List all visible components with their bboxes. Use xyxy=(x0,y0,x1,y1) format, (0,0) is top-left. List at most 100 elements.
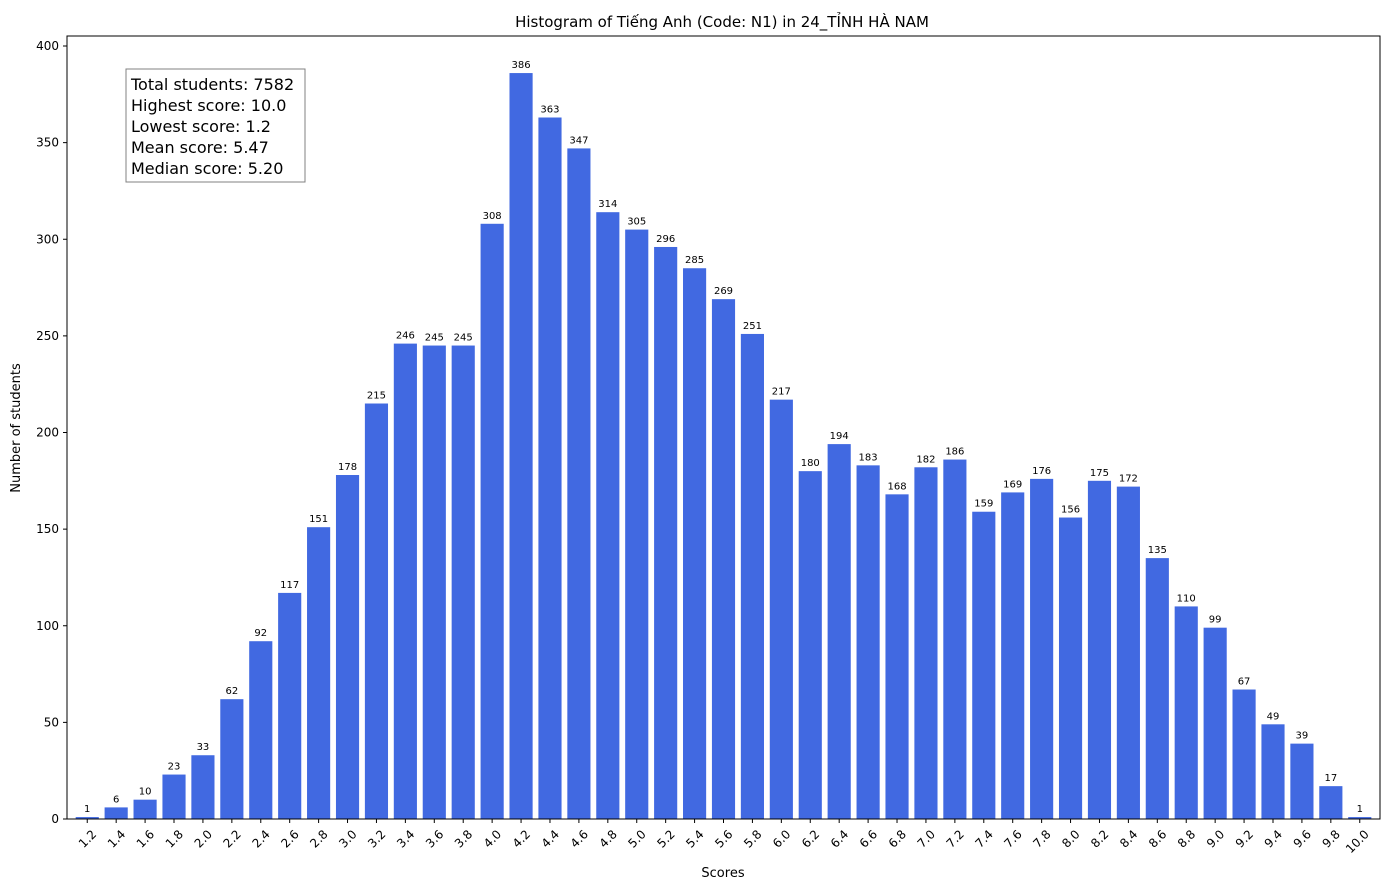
x-tick-label-8.0: 8.0 xyxy=(1059,827,1082,850)
x-axis: 1.2 1.4 1.6 1.8 2.0 2.2 2.4 2.6 2.8 3.0 3.2 3.4 3.6 3… xyxy=(76,819,1372,856)
bar-9.6 xyxy=(1290,743,1314,819)
data-label-7.4: 159 xyxy=(974,499,993,510)
data-label-5.8: 251 xyxy=(743,321,762,332)
bar-9.2 xyxy=(1232,689,1256,819)
x-tick-label-3.0: 3.0 xyxy=(336,827,359,850)
data-label-9.6: 39 xyxy=(1296,731,1309,742)
stats-lowest: Lowest score: 1.2 xyxy=(131,117,271,136)
x-tick-label-6.4: 6.4 xyxy=(828,827,851,850)
data-label-4.2: 386 xyxy=(512,60,531,71)
y-tick-label-200: 200 xyxy=(36,426,59,440)
data-label-1.6: 10 xyxy=(139,787,152,798)
x-tick-label-4.2: 4.2 xyxy=(510,827,533,850)
x-tick-label-7.4: 7.4 xyxy=(972,827,995,850)
x-tick-label-5.6: 5.6 xyxy=(712,827,735,850)
bar-3.8 xyxy=(451,345,475,819)
bar-3.6 xyxy=(422,345,446,819)
bar-3.0 xyxy=(335,475,360,819)
bar-8.8 xyxy=(1174,606,1198,819)
data-label-8.0: 156 xyxy=(1061,505,1080,516)
data-label-1.2: 1 xyxy=(84,804,90,815)
bar-6.2 xyxy=(798,471,822,819)
x-tick-label-5.8: 5.8 xyxy=(741,827,764,850)
x-tick-label-2.6: 2.6 xyxy=(278,827,301,850)
data-label-6.4: 194 xyxy=(830,431,849,442)
stats-total: Total students: 7582 xyxy=(130,75,294,94)
stats-highest: Highest score: 10.0 xyxy=(131,96,286,115)
bar-10.0 xyxy=(1348,817,1372,819)
y-tick-label-250: 250 xyxy=(36,329,59,343)
bar-8.0 xyxy=(1058,517,1083,819)
x-tick-label-6.8: 6.8 xyxy=(886,827,909,850)
x-tick-label-1.8: 1.8 xyxy=(163,827,186,850)
bar-7.4 xyxy=(972,511,996,819)
data-label-8.6: 135 xyxy=(1148,545,1167,556)
data-label-8.8: 110 xyxy=(1177,593,1196,604)
x-tick-label-3.6: 3.6 xyxy=(423,827,446,850)
x-tick-label-3.2: 3.2 xyxy=(365,827,388,850)
data-label-4.0: 308 xyxy=(483,211,502,222)
x-tick-label-4.6: 4.6 xyxy=(568,827,591,850)
bar-1.2 xyxy=(75,817,99,819)
bar-6.4 xyxy=(827,444,851,819)
stats-box: Total students: 7582 Highest score: 10.0… xyxy=(125,68,306,183)
data-label-10.0: 1 xyxy=(1357,804,1363,815)
x-tick-label-1.4: 1.4 xyxy=(105,827,128,850)
data-label-2.6: 117 xyxy=(280,580,299,591)
bar-2.0 xyxy=(191,755,215,819)
bar-9.8 xyxy=(1319,786,1343,819)
bar-4.8 xyxy=(596,212,620,819)
x-tick-label-5.0: 5.0 xyxy=(625,827,648,850)
bar-2.8 xyxy=(307,527,331,819)
data-label-3.0: 178 xyxy=(338,462,357,473)
bar-4.6 xyxy=(567,148,591,820)
x-tick-label-5.4: 5.4 xyxy=(683,827,706,850)
data-label-2.8: 151 xyxy=(309,514,328,525)
x-tick-label-1.2: 1.2 xyxy=(76,827,99,850)
bar-3.4 xyxy=(393,343,417,819)
bar-9.4 xyxy=(1261,724,1285,819)
x-tick-label-8.6: 8.6 xyxy=(1146,827,1169,850)
bar-3.2 xyxy=(364,403,389,819)
data-label-4.4: 363 xyxy=(540,105,559,116)
x-axis-title: Scores xyxy=(701,866,744,881)
data-label-7.0: 182 xyxy=(916,454,935,465)
data-label-7.2: 186 xyxy=(945,447,964,458)
y-tick-label-0: 0 xyxy=(51,812,59,826)
data-label-9.8: 17 xyxy=(1324,773,1337,784)
bar-5.4 xyxy=(683,268,707,819)
data-label-6.8: 168 xyxy=(887,481,906,492)
plot-frame xyxy=(66,35,1381,820)
bar-2.2 xyxy=(220,699,244,819)
bar-2.6 xyxy=(278,592,302,819)
bars-group xyxy=(75,73,1372,820)
y-tick-label-100: 100 xyxy=(36,619,59,633)
stats-median: Median score: 5.20 xyxy=(131,159,283,178)
x-tick-label-9.2: 9.2 xyxy=(1233,827,1256,850)
bar-5.0 xyxy=(625,229,649,820)
data-label-3.4: 246 xyxy=(396,331,415,342)
data-label-7.8: 176 xyxy=(1032,466,1051,477)
bar-8.6 xyxy=(1145,558,1169,819)
x-tick-label-9.8: 9.8 xyxy=(1319,827,1342,850)
bar-2.4 xyxy=(249,641,273,819)
bar-8.2 xyxy=(1087,480,1112,819)
x-tick-label-4.4: 4.4 xyxy=(539,827,562,850)
data-label-8.4: 172 xyxy=(1119,474,1138,485)
x-tick-label-3.4: 3.4 xyxy=(394,827,417,850)
x-tick-label-7.8: 7.8 xyxy=(1030,827,1053,850)
x-tick-label-3.8: 3.8 xyxy=(452,827,475,850)
x-tick-label-8.4: 8.4 xyxy=(1117,827,1140,850)
y-axis: 0 50 100 150 200 250 300 350 400 xyxy=(36,39,67,826)
bar-5.2 xyxy=(654,246,678,820)
bar-7.6 xyxy=(1001,492,1025,819)
x-tick-label-2.4: 2.4 xyxy=(249,827,272,850)
bar-6.8 xyxy=(885,494,909,819)
stats-mean: Mean score: 5.47 xyxy=(131,138,269,157)
bar-5.8 xyxy=(740,333,764,819)
data-label-6.6: 183 xyxy=(859,452,878,463)
data-label-2.0: 33 xyxy=(197,742,210,753)
bar-7.8 xyxy=(1030,478,1054,819)
